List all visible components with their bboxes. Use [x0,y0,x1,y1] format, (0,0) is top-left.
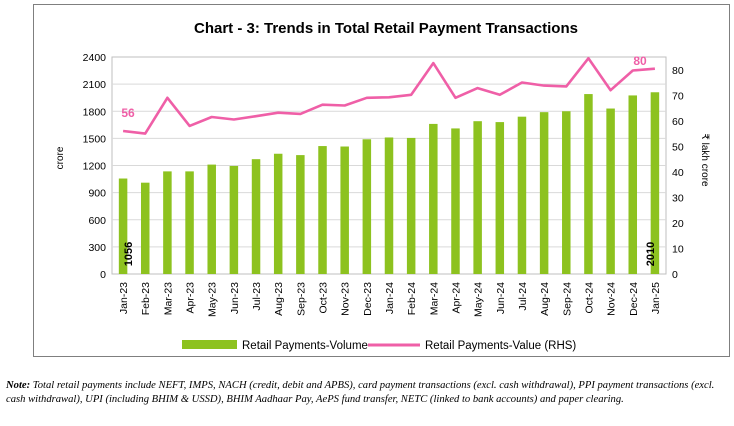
x-tick-label: Nov-24 [606,282,618,316]
value-last-label: 80 [633,54,647,68]
y-axis-label: crore [55,146,66,169]
value-first-label: 56 [121,106,135,120]
x-tick-label: Mar-23 [162,282,174,315]
value-line [122,56,656,135]
y2-tick-label: 60 [672,116,684,128]
volume-bar [296,155,305,274]
volume-bar [539,112,549,274]
volume-bar [650,92,660,274]
y2-tick-label: 80 [672,65,684,77]
y2-tick-label: 70 [672,90,684,102]
x-tick-label: Jan-24 [384,282,396,314]
volume-first-label: 1056 [123,242,135,266]
volume-bar [384,137,394,274]
x-tick-label: May-23 [207,282,219,317]
volume-bar [318,146,327,274]
y-tick-label: 2100 [83,79,107,91]
x-tick-label: Mar-24 [428,282,440,315]
volume-last-label: 2010 [645,242,657,266]
y-tick-label: 1800 [83,106,107,118]
x-tick-label: Aug-24 [539,282,551,316]
volume-bar [606,108,615,274]
x-tick-label: Feb-23 [140,282,152,315]
footnote: Note: Total retail payments include NEFT… [6,379,728,407]
x-tick-label: Dec-24 [628,282,640,316]
volume-bar [140,182,150,274]
x-tick-label: Sep-24 [561,282,573,316]
x-tick-label: Apr-24 [450,282,462,314]
x-tick-label: Jun-23 [229,282,241,314]
volume-bar [451,128,460,274]
y-tick-label: 300 [88,242,106,254]
y-tick-label: 900 [88,188,106,200]
y2-axis-label: ₹ lakh crore [699,133,710,186]
legend-volume-label: Retail Payments-Volume [242,340,368,352]
y2-tick-label: 0 [672,269,678,281]
y-tick-label: 1500 [83,133,107,145]
volume-bar [163,171,172,274]
volume-bar [362,139,372,274]
x-tick-label: May-24 [473,282,485,317]
x-tick-label: Apr-23 [185,282,197,314]
y-tick-label: 1200 [83,161,107,173]
x-tick-label: Dec-23 [362,282,374,316]
volume-bar [118,178,128,274]
chart: Chart - 3: Trends in Total Retail Paymen… [55,20,710,352]
volume-bar [473,121,482,274]
volume-bar [517,116,527,274]
legend-value-label: Retail Payments-Value (RHS) [425,340,576,352]
volume-bar [584,94,593,274]
left-axis-ticks: 0 300 600 900 1200 1500 1800 2100 2400 [83,52,107,281]
x-axis-ticks: Jan-23 Feb-23 Mar-23 Apr-23 May-23 Jun-23 Jul-… [118,282,662,317]
x-tick-label: Nov-23 [340,282,352,316]
chart-title: Chart - 3: Trends in Total Retail Paymen… [194,20,578,37]
y-tick-label: 600 [88,215,106,227]
x-tick-label: Oct-23 [318,282,330,314]
volume-bar [628,95,638,274]
right-axis-ticks: 0 10 20 30 40 50 60 70 80 [672,65,684,281]
note-prefix: Note: [6,380,31,391]
volume-bar [406,137,416,274]
volume-bar [273,153,283,274]
y2-tick-label: 40 [672,167,684,179]
y-tick-label: 0 [100,269,106,281]
note-text: Total retail payments include NEFT, IMPS… [6,380,715,405]
volume-bar [185,171,194,274]
x-tick-label: Jul-24 [517,282,529,311]
x-tick-label: Sep-23 [295,282,307,316]
volume-bar [562,111,571,274]
volume-bar [429,123,438,275]
volume-bar [340,146,349,274]
chart-frame [33,4,730,357]
value-series-line [122,56,656,135]
x-tick-label: Jan-23 [118,282,130,314]
x-tick-label: Jun-24 [495,282,507,314]
volume-bar [495,122,505,274]
volume-bar [207,164,216,274]
y2-tick-label: 10 [672,243,684,255]
y2-tick-label: 30 [672,192,684,204]
volume-bars [118,92,660,275]
legend-volume-swatch [182,340,237,349]
legend: Retail Payments-Volume Retail Payments-V… [182,340,576,352]
volume-bar [251,159,261,274]
x-tick-label: Aug-23 [273,282,285,316]
y2-tick-label: 20 [672,218,684,230]
y2-tick-label: 50 [672,141,684,153]
y-tick-label: 2400 [83,52,107,64]
x-tick-label: Jan-25 [650,282,662,314]
x-tick-label: Jul-23 [251,282,263,311]
x-tick-label: Oct-24 [583,282,595,314]
volume-bar [229,165,239,274]
x-tick-label: Feb-24 [406,282,418,315]
